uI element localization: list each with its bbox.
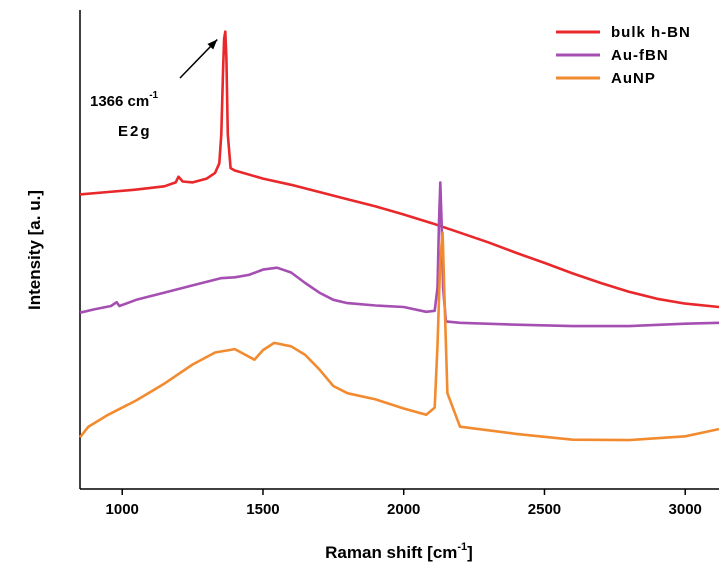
annotation-line1: 1366 cm-1: [90, 90, 159, 110]
x-ticks: 1000 1500 2000 2500 3000: [106, 489, 702, 518]
x-axis-title: Raman shift [cm-1]: [325, 541, 473, 562]
annotation-line2: E2g: [118, 123, 152, 140]
series-line-bulk-h-bn: [79, 30, 719, 309]
series-layer: [78, 30, 719, 442]
x-axis-title-end: ]: [467, 543, 473, 562]
legend: bulk h-BN Au-fBN AuNP: [556, 24, 691, 87]
annotation-superscript: -1: [149, 90, 158, 101]
x-tick-label: 2000: [387, 501, 420, 518]
annotation-arrowhead: [207, 39, 218, 50]
x-axis-title-superscript: -1: [457, 541, 467, 553]
plot-frame: [79, 10, 719, 490]
x-tick-label: 1500: [246, 501, 279, 518]
peak-annotation: 1366 cm-1 E2g: [90, 39, 218, 140]
series-line-aunp: [78, 231, 719, 442]
series-line-au-fbn: [79, 181, 719, 328]
x-tick-label: 1000: [106, 501, 139, 518]
x-tick-label: 2500: [528, 501, 561, 518]
y-axis-title: Intensity [a. u.]: [25, 190, 44, 310]
legend-label: bulk h-BN: [611, 24, 691, 41]
x-tick-label: 3000: [669, 501, 702, 518]
legend-label: AuNP: [611, 70, 656, 87]
legend-label: Au-fBN: [611, 47, 669, 64]
